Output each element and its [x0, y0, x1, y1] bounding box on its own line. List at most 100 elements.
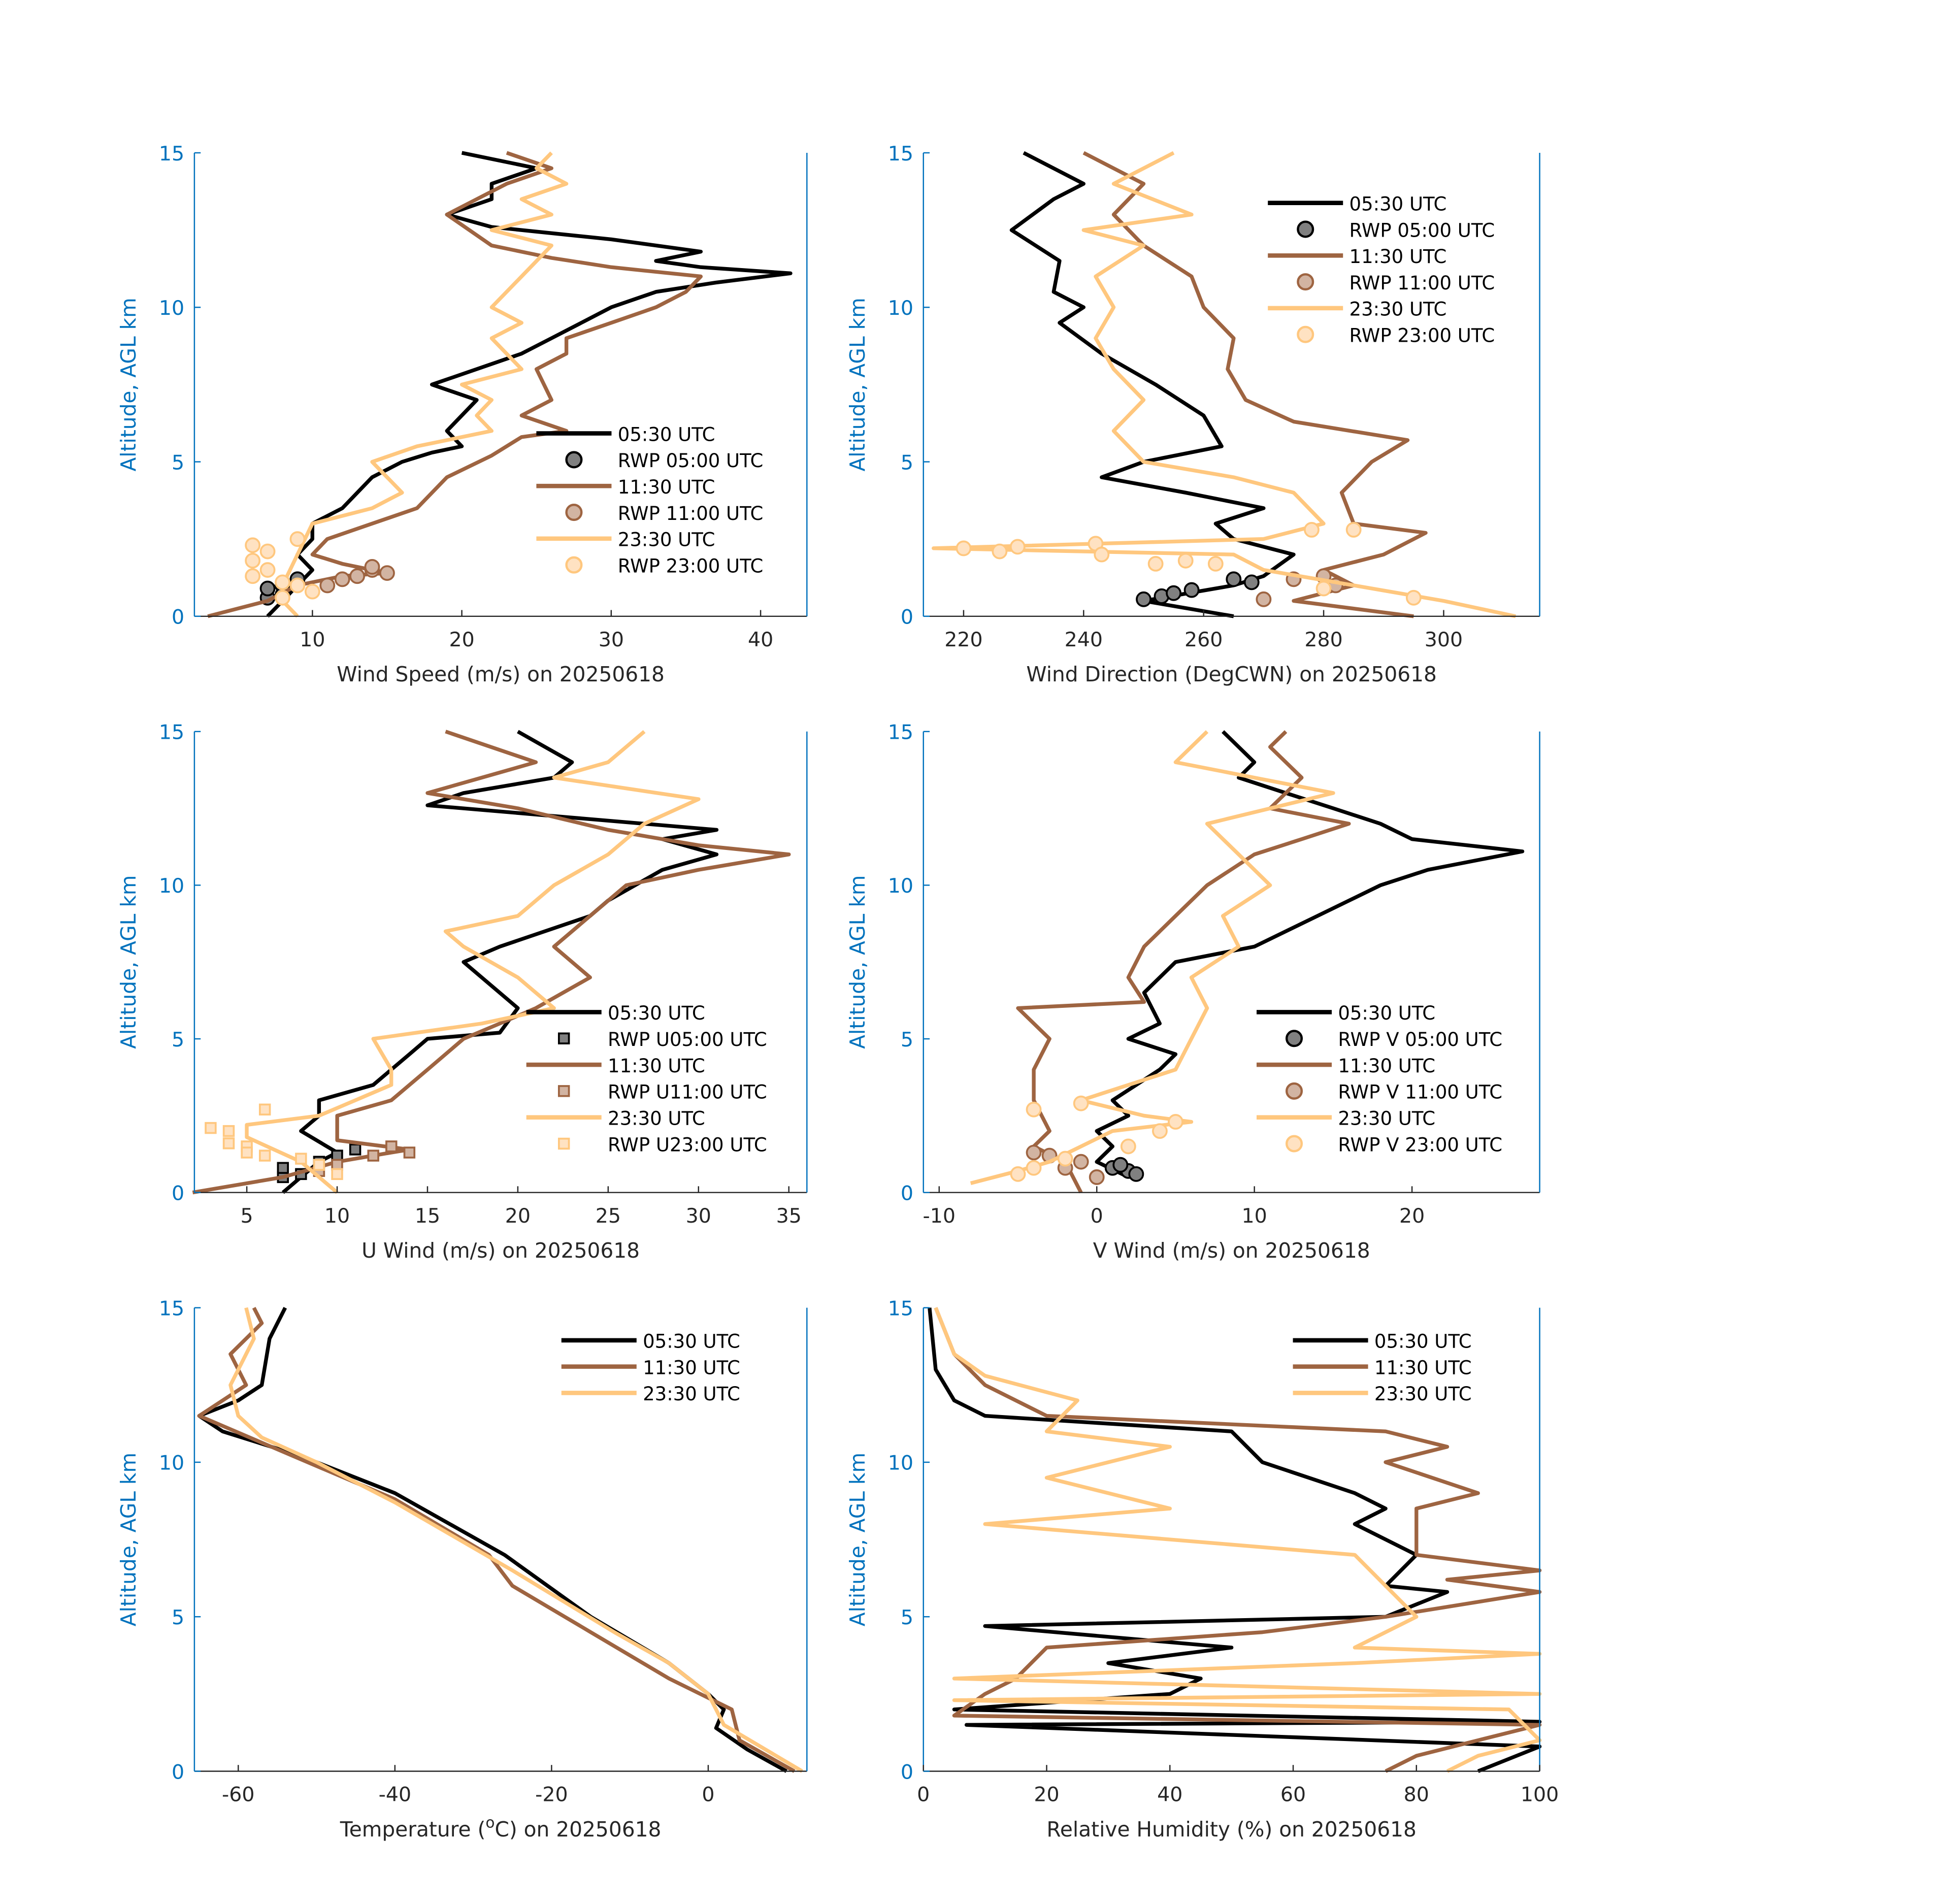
legend-item: 05:30 UTC — [1293, 1331, 1472, 1353]
legend-marker-swatch — [1297, 220, 1314, 238]
x-tick-label: 0 — [1091, 1204, 1103, 1228]
rwp-marker — [222, 1125, 235, 1137]
y-tick-label: 10 — [888, 1452, 913, 1475]
rwp-marker — [331, 1168, 343, 1180]
legend-marker-swatch — [565, 504, 583, 521]
legend-label: 05:30 UTC — [643, 1331, 740, 1353]
y-tick-label: 5 — [172, 451, 184, 474]
y-axis-label: Altitude, AGL km — [845, 875, 870, 1049]
rwp-marker — [313, 1159, 325, 1171]
rwp-marker — [349, 1143, 361, 1156]
legend: 05:30 UTC 11:30 UTC 23:30 UTC — [561, 1331, 740, 1405]
x-tick-label: 40 — [1157, 1783, 1182, 1807]
series-line-23-30-utc — [280, 151, 569, 618]
legend-label: 11:30 UTC — [1338, 1055, 1435, 1077]
rwp-marker — [277, 1162, 289, 1174]
legend-marker-swatch — [1297, 273, 1314, 291]
x-tick-label: 280 — [1304, 628, 1342, 651]
y-tick-label: 5 — [901, 1606, 913, 1629]
legend-item: 11:30 UTC — [536, 476, 715, 498]
rwp-marker — [1207, 555, 1224, 572]
legend: 05:30 UTC RWP 05:00 UTC 11:30 UTC RWP 11:00… — [536, 423, 763, 577]
x-axis-label: Temperature (oC) on 20250618 — [340, 1814, 662, 1842]
x-tick-label: 60 — [1280, 1783, 1306, 1807]
y-tick-label: 0 — [901, 1181, 913, 1205]
subplot-4: -10 0 10 20 0 5 10 15 V Wind (m/s) on 20250618 Al… — [845, 721, 1540, 1263]
rwp-marker — [1057, 1151, 1073, 1167]
rwp-marker — [1112, 1157, 1129, 1173]
legend-marker-swatch — [1285, 1030, 1303, 1047]
x-axis-label: V Wind (m/s) on 20250618 — [1093, 1238, 1370, 1263]
rwp-marker — [258, 1103, 271, 1115]
rwp-marker — [1168, 1114, 1183, 1130]
y-tick-label: 15 — [159, 1297, 184, 1320]
legend-item: RWP 11:00 UTC — [1297, 272, 1495, 294]
series-line-05-30-utc — [266, 151, 793, 618]
rwp-marker — [1026, 1101, 1042, 1118]
y-tick-label: 10 — [159, 297, 184, 320]
series-line-23-30-utc — [934, 1307, 1542, 1773]
x-axis-label-tail: C) on 20250618 — [495, 1817, 661, 1842]
rwp-marker — [1405, 589, 1422, 606]
legend-label: 23:30 UTC — [608, 1107, 705, 1129]
legend-item: RWP 05:00 UTC — [565, 450, 764, 472]
legend-label: 23:30 UTC — [1338, 1107, 1435, 1129]
x-tick-label: 20 — [449, 628, 474, 651]
series-line-11-30-utc — [1082, 151, 1428, 618]
x-tick-label: 5 — [241, 1204, 253, 1228]
legend-item: 23:30 UTC — [561, 1383, 740, 1405]
rwp-marker — [1151, 1123, 1168, 1139]
legend-label: RWP 05:00 UTC — [618, 450, 764, 472]
legend-label: 23:30 UTC — [1374, 1383, 1472, 1405]
series-line-11-30-utc — [207, 151, 703, 618]
y-tick-label: 15 — [888, 1297, 913, 1320]
y-axis-label: Altitude, AGL km — [116, 875, 141, 1049]
x-tick-label: -10 — [923, 1204, 956, 1228]
legend-item: 05:30 UTC — [561, 1331, 740, 1353]
x-tick-label: 220 — [944, 628, 982, 651]
legend-marker-swatch — [1285, 1135, 1303, 1153]
x-tick-label: 10 — [1242, 1204, 1267, 1228]
rwp-marker — [259, 562, 276, 578]
series-line-23-30-utc — [932, 151, 1516, 618]
rwp-marker — [1304, 522, 1320, 538]
x-tick-label: 10 — [324, 1204, 350, 1228]
y-tick-label: 0 — [172, 606, 184, 629]
y-tick-label: 15 — [888, 142, 913, 166]
series-line-11-30-utc — [197, 1306, 796, 1773]
legend-item: RWP 23:00 UTC — [1297, 325, 1495, 347]
rwp-marker — [992, 543, 1008, 560]
subplot-1: 10 20 30 40 0 5 10 15 Wind Speed (m/s) on 202506… — [116, 142, 808, 686]
y-tick-label: 10 — [888, 297, 913, 320]
legend-item: 23:30 UTC — [1257, 1107, 1435, 1129]
legend-label: RWP U23:00 UTC — [608, 1134, 767, 1156]
rwp-marker — [1183, 582, 1200, 598]
rwp-marker — [1345, 522, 1362, 538]
y-axis-label: Altitude, AGL km — [116, 1453, 141, 1626]
y-tick-label: 0 — [172, 1181, 184, 1205]
legend-item: 23:30 UTC — [1268, 299, 1446, 320]
rwp-marker — [364, 559, 380, 575]
rwp-marker — [295, 1153, 307, 1165]
rwp-marker — [334, 571, 350, 587]
rwp-marker — [403, 1146, 416, 1159]
rwp-marker — [1315, 580, 1332, 597]
rwp-marker — [319, 577, 336, 594]
x-tick-label: 100 — [1521, 1783, 1559, 1807]
rwp-marker — [1010, 1166, 1026, 1182]
series-line-11-30-utc — [1016, 730, 1351, 1194]
legend-marker-swatch — [557, 1085, 570, 1097]
legend-label: 05:30 UTC — [1338, 1002, 1435, 1024]
x-tick-label: 25 — [596, 1204, 621, 1228]
x-tick-label: 10 — [300, 628, 325, 651]
rwp-marker — [1120, 1138, 1136, 1155]
y-tick-label: 10 — [159, 1452, 184, 1475]
rwp-marker — [275, 589, 290, 606]
degree-sup: o — [485, 1814, 495, 1831]
y-tick-label: 15 — [159, 721, 184, 744]
subplot-6: 0 20 40 60 80 100 0 5 10 15 Relative Humidity (%) … — [845, 1297, 1559, 1841]
x-tick-label: 20 — [1399, 1204, 1425, 1228]
rwp-marker — [1226, 571, 1242, 587]
rwp-marker — [1026, 1144, 1042, 1161]
y-tick-label: 0 — [901, 606, 913, 629]
